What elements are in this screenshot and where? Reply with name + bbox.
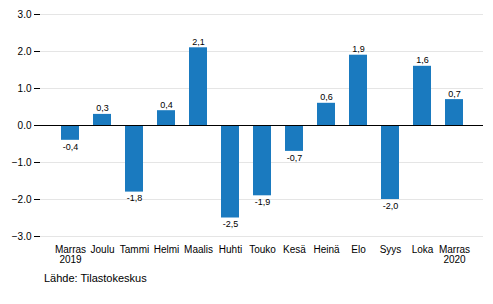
svg-text:1,9: 1,9 [352, 44, 365, 54]
svg-text:Marras2020: Marras2020 [439, 244, 470, 265]
svg-text:−1.0: −1.0 [12, 157, 32, 168]
svg-text:Tammi: Tammi [120, 244, 149, 255]
svg-text:−3.0: −3.0 [12, 231, 32, 242]
svg-text:0,6: 0,6 [320, 92, 333, 102]
html-text:Lähde: Tilastokeskus: Lähde: Tilastokeskus [44, 272, 147, 284]
svg-text:0.0: 0.0 [18, 120, 32, 131]
svg-text:0,4: 0,4 [160, 100, 173, 110]
svg-text:Helmi: Helmi [154, 244, 180, 255]
svg-text:-0,7: -0,7 [287, 153, 303, 163]
svg-text:Syys: Syys [380, 244, 402, 255]
svg-text:Marras2019: Marras2019 [55, 244, 86, 265]
svg-text:−2.0: −2.0 [12, 194, 32, 205]
svg-text:-2,0: -2,0 [383, 201, 399, 211]
svg-text:-1,9: -1,9 [255, 197, 271, 207]
svg-text:0,3: 0,3 [96, 103, 109, 113]
svg-text:Joulu: Joulu [91, 244, 115, 255]
svg-text:Elo: Elo [351, 244, 366, 255]
svg-text:2.0: 2.0 [18, 46, 32, 57]
svg-text:0,7: 0,7 [448, 89, 461, 99]
svg-text:2,1: 2,1 [192, 37, 205, 47]
svg-text:Touko: Touko [249, 244, 276, 255]
svg-text:1,6: 1,6 [416, 55, 429, 65]
svg-text:-2,5: -2,5 [223, 219, 239, 229]
svg-text:Loka: Loka [412, 244, 434, 255]
svg-text:Huhti: Huhti [219, 244, 242, 255]
svg-text:Maalis: Maalis [184, 244, 213, 255]
svg-text:Kesä: Kesä [283, 244, 306, 255]
svg-text:1.0: 1.0 [18, 83, 32, 94]
svg-text:-0,4: -0,4 [63, 142, 79, 152]
svg-text:Heinä: Heinä [313, 244, 340, 255]
svg-text:3.0: 3.0 [18, 9, 32, 20]
svg-text:-1,8: -1,8 [127, 193, 143, 203]
